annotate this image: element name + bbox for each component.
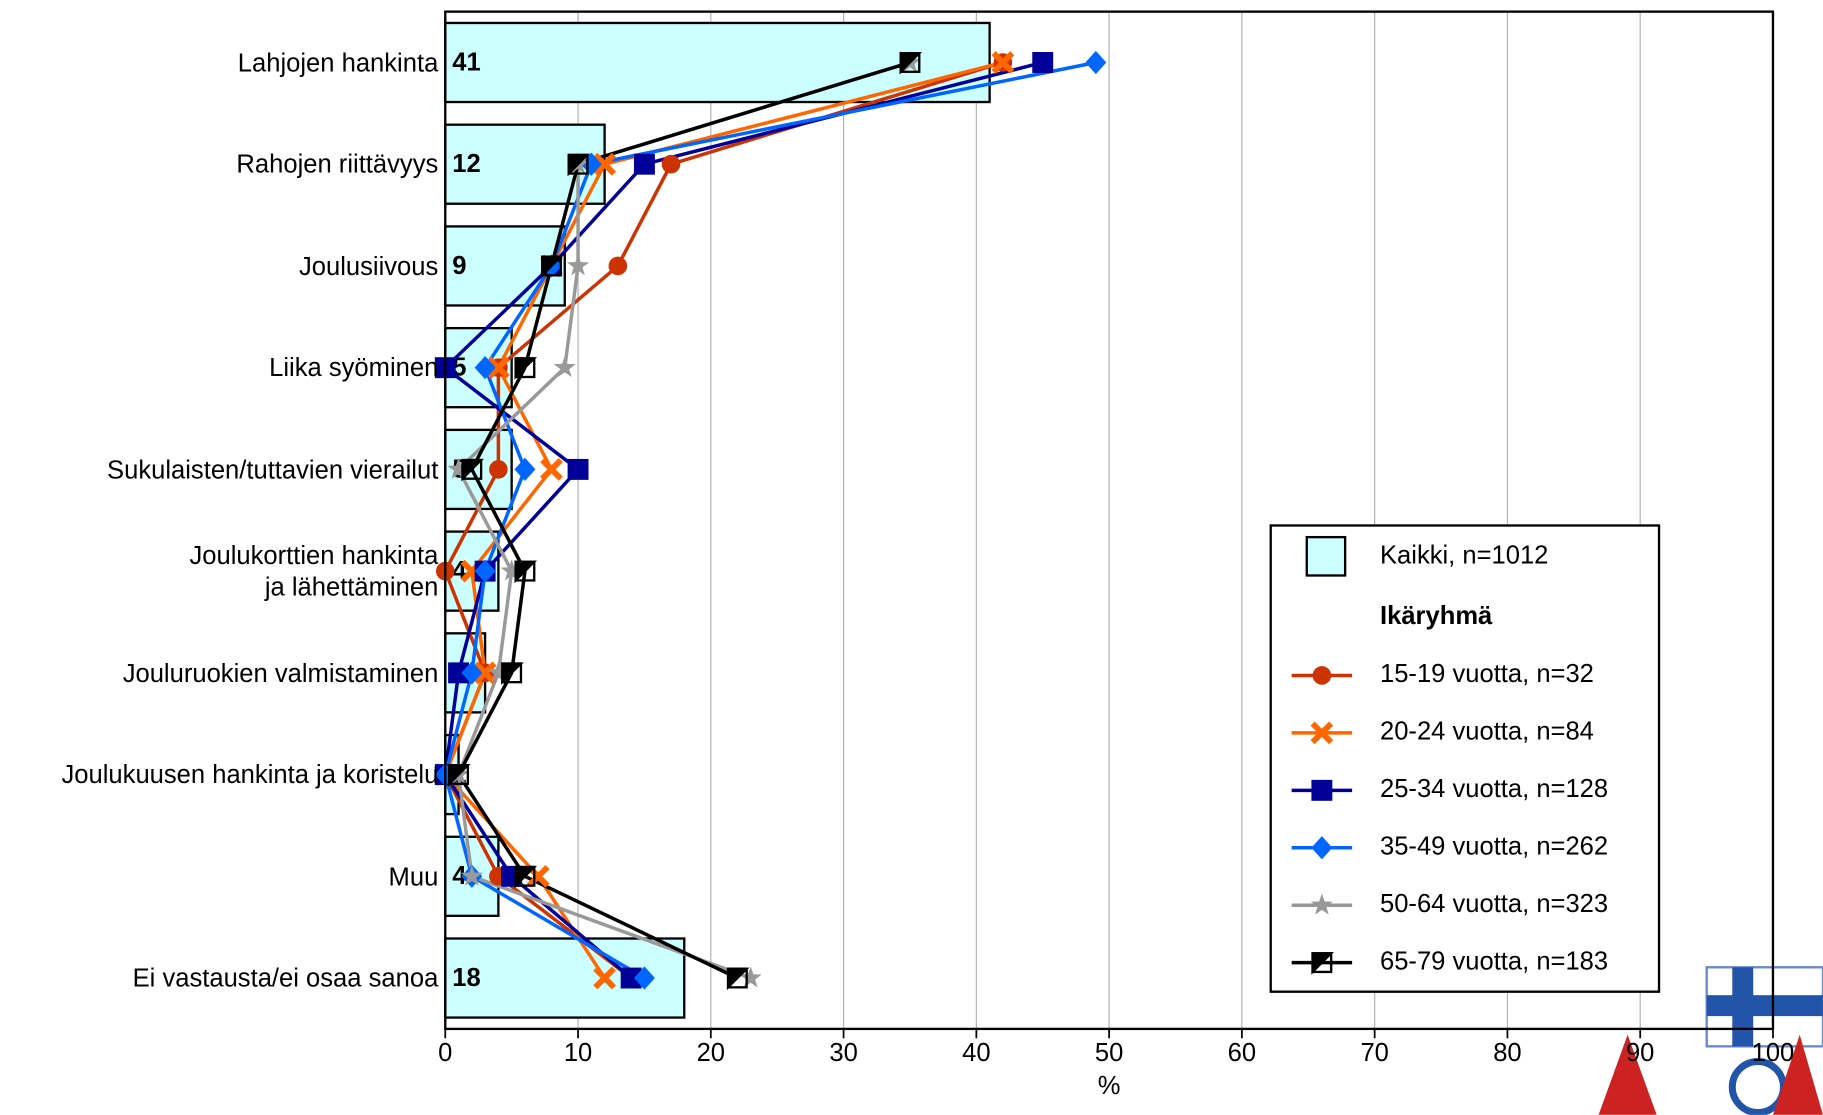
marker (460, 864, 483, 886)
marker-outline (514, 865, 536, 887)
decoration (1598, 1034, 1657, 1115)
legend-label: 20-24 vuotta, n=84 (1380, 718, 1594, 746)
marker (593, 152, 616, 176)
marker (1085, 50, 1107, 75)
marker-outline (899, 52, 921, 73)
legend-swatch (1305, 535, 1347, 577)
legend-marker-outline (1311, 952, 1333, 974)
x-tick-label: 30 (829, 1039, 857, 1067)
plot-frame (444, 10, 1775, 1031)
marker (514, 457, 536, 482)
marker (567, 254, 590, 276)
x-tick-label: 100 (1752, 1039, 1795, 1067)
category-label: Muu (388, 861, 439, 891)
bar-value-label: 4 (452, 862, 467, 890)
series-line (456, 60, 911, 980)
marker (608, 256, 628, 276)
marker-outline (501, 662, 523, 684)
flag-cross (1706, 995, 1823, 1017)
bar-value-label: 12 (452, 150, 480, 178)
category-label: Lahjojen hankinta (237, 47, 439, 78)
legend-label: 35-49 vuotta, n=262 (1380, 833, 1608, 861)
bar-value-label: 41 (452, 48, 480, 76)
marker-outline (541, 255, 562, 277)
decoration (1772, 1034, 1823, 1115)
marker-outline (461, 458, 483, 480)
marker (474, 559, 496, 583)
bar-value-label: 18 (452, 964, 480, 992)
marker (474, 356, 496, 380)
marker (501, 662, 524, 685)
x-tick-label: 50 (1095, 1039, 1123, 1067)
marker-outline (567, 153, 589, 175)
legend-label: 25-34 vuotta, n=128 (1380, 775, 1608, 803)
legend-marker (1312, 666, 1332, 685)
bar-value-label: 9 (452, 252, 466, 280)
marker (593, 966, 616, 990)
marker (540, 458, 563, 481)
x-tick-label: 70 (1360, 1039, 1388, 1067)
category-label: Joulusiivous (298, 251, 439, 281)
marker (633, 966, 655, 990)
marker-outline (514, 357, 536, 379)
x-tick-label: 90 (1626, 1039, 1654, 1067)
marker-outline (514, 560, 536, 582)
marker (448, 662, 470, 684)
decoration-flag (1598, 966, 1823, 1115)
marker (487, 356, 510, 380)
legend-label: 65-79 vuotta, n=183 (1380, 947, 1608, 975)
category-label: Joulukuusen hankinta ja koristelu (61, 760, 439, 790)
marker (567, 458, 589, 480)
marker (489, 460, 508, 479)
legend-label: 50-64 vuotta, n=323 (1380, 890, 1608, 918)
x-tick-label: 60 (1228, 1039, 1256, 1067)
marker (620, 967, 642, 989)
marker (1032, 52, 1054, 73)
category-label: Rahojen riittävyys (236, 149, 439, 179)
marker (500, 559, 523, 581)
marker (739, 966, 762, 988)
legend-marker (1310, 721, 1334, 745)
legend-title: Ikäryhmä (1380, 602, 1493, 630)
category-label: Jouluruokien valmistaminen (122, 658, 439, 688)
category-label: Sukulaisten/tuttavien vierailut (107, 454, 439, 484)
series-line (443, 60, 1004, 980)
marker (514, 357, 538, 380)
legend-marker (1311, 836, 1333, 860)
legend-box (1269, 524, 1661, 993)
x-tick-label: 10 (564, 1039, 592, 1067)
marker-outline (726, 967, 748, 989)
decoration (1728, 1057, 1787, 1115)
x-tick-label: 80 (1493, 1039, 1521, 1067)
marker (633, 153, 655, 175)
series-line (456, 60, 911, 980)
x-tick-label: 0 (438, 1039, 452, 1067)
series-line (442, 60, 1044, 980)
category-label: Ei vastausta/ei osaa sanoa (132, 963, 439, 993)
x-tick-label: 20 (697, 1039, 725, 1067)
marker (553, 356, 576, 378)
category-label: Joulukorttien hankinta ja lähettäminen (189, 540, 439, 602)
x-tick-label: 40 (962, 1039, 990, 1067)
series-line (443, 60, 1097, 980)
x-axis-label: % (1098, 1072, 1121, 1100)
marker (726, 967, 750, 991)
category-label: Liika syöminen (269, 353, 439, 383)
legend: Kaikki, n=1012 Ikäryhmä 15-19 vuotta, n=32… (1269, 524, 1661, 993)
legend-label: Kaikki, n=1012 (1380, 542, 1548, 570)
marker (461, 661, 483, 685)
marker (473, 661, 497, 685)
marker (661, 154, 681, 174)
marker (487, 661, 510, 683)
legend-marker (1310, 893, 1333, 915)
legend-label: 15-19 vuotta, n=32 (1380, 660, 1594, 688)
legend-marker (1311, 779, 1333, 801)
marker-outline (448, 764, 470, 786)
marker (447, 457, 470, 479)
marker (991, 51, 1015, 74)
